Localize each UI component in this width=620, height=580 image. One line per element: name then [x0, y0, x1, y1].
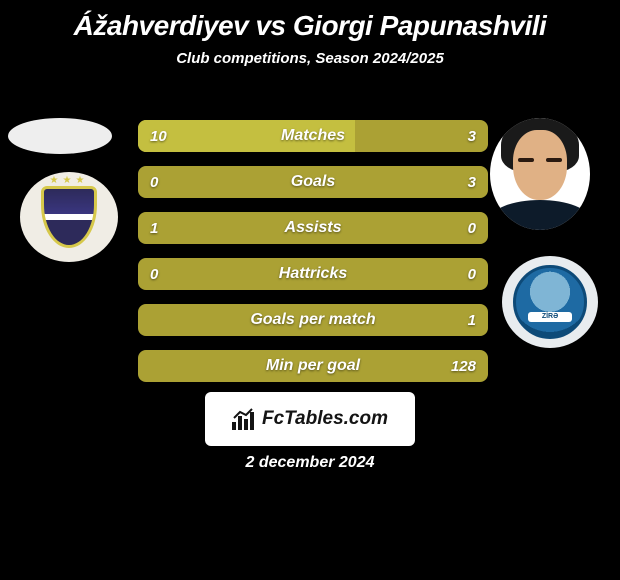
logo-text: FcTables.com	[232, 408, 388, 430]
stat-label: Min per goal	[266, 357, 360, 375]
stat-value-left: 0	[150, 266, 158, 283]
stat-label: Matches	[281, 127, 345, 145]
club-right-label: ZİRƏ	[528, 312, 572, 322]
stat-value-right: 128	[451, 358, 476, 375]
player-face-icon	[513, 130, 567, 200]
club-left-badge: ★★★	[20, 172, 118, 262]
logo-label: FcTables.com	[262, 408, 388, 430]
stat-label: Hattricks	[279, 265, 347, 283]
club-left-stars-icon: ★★★	[44, 175, 94, 186]
stat-row: 0 Hattricks 0	[138, 258, 488, 290]
stat-value-left: 10	[150, 128, 167, 145]
stats-container: 10 Matches 3 0 Goals 3 1 Assists 0 0 Hattricks 0 Goa…	[138, 120, 488, 396]
player-left-photo	[8, 118, 112, 154]
stat-value-right: 1	[468, 312, 476, 329]
stat-row: 1 Assists 0	[138, 212, 488, 244]
logo-box[interactable]: FcTables.com	[205, 392, 415, 446]
stat-value-left: 1	[150, 220, 158, 237]
stat-value-right: 0	[468, 220, 476, 237]
page-subtitle: Club competitions, Season 2024/2025	[0, 50, 620, 67]
date-label: 2 december 2024	[246, 454, 375, 472]
player-brows-icon	[518, 158, 562, 164]
stat-row: Min per goal 128	[138, 350, 488, 382]
stat-row: 0 Goals 3	[138, 166, 488, 198]
page-title: Ážahverdiyev vs Giorgi Papunashvili	[0, 0, 620, 42]
player-shirt-icon	[490, 200, 590, 230]
club-left-shield-icon: ★★★	[41, 186, 97, 248]
stat-value-left: 0	[150, 174, 158, 191]
stat-value-right: 0	[468, 266, 476, 283]
stat-value-right: 3	[468, 174, 476, 191]
stat-label: Goals per match	[250, 311, 375, 329]
player-right-photo	[490, 118, 590, 230]
stat-label: Assists	[285, 219, 342, 237]
club-right-badge: ZİRƏ	[502, 256, 598, 348]
stat-value-right: 3	[468, 128, 476, 145]
club-right-shield-icon: ZİRƏ	[513, 265, 587, 339]
logo-chart-icon	[232, 408, 256, 430]
stat-row: Goals per match 1	[138, 304, 488, 336]
stat-label: Goals	[291, 173, 335, 191]
stat-row: 10 Matches 3	[138, 120, 488, 152]
